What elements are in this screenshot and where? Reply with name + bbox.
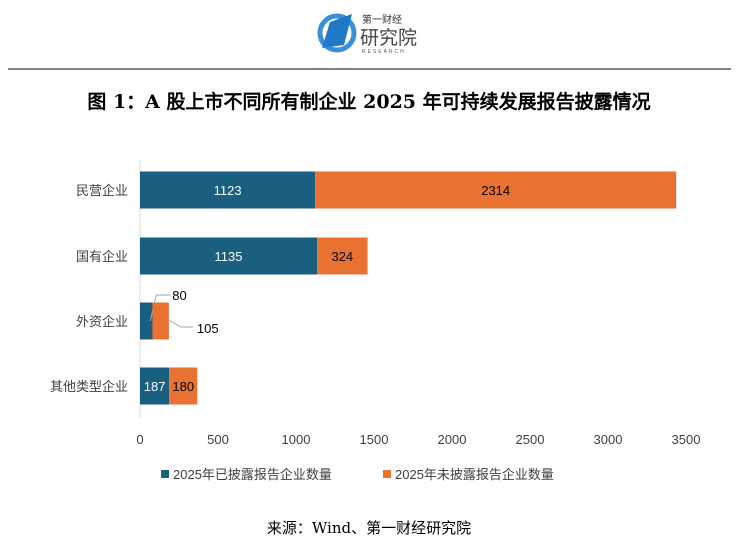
category-label: 国有企业 xyxy=(76,249,128,264)
source-note: 来源：Wind、第一财经研究院 xyxy=(267,519,471,537)
data-label: 324 xyxy=(331,249,353,264)
category-label: 外资企业 xyxy=(76,314,128,329)
x-tick-label: 1500 xyxy=(360,432,389,447)
bar-disclosed xyxy=(140,367,170,405)
legend-swatch-disclosed xyxy=(161,470,169,478)
logo-ring xyxy=(317,13,357,53)
bar-disclosed xyxy=(140,171,316,209)
leader-line xyxy=(166,318,193,328)
bar-disclosed xyxy=(140,237,318,275)
logo-text-main: 研究院 xyxy=(360,27,417,49)
x-tick-label: 3500 xyxy=(672,432,701,447)
leader-line xyxy=(149,294,171,322)
x-tick-label: 2500 xyxy=(516,432,545,447)
data-label: 1123 xyxy=(214,183,242,198)
data-label: 80 xyxy=(172,288,186,303)
legend-swatch-undisclosed xyxy=(383,470,391,478)
legend: 2025年已披露报告企业数量 2025年未披露报告企业数量 xyxy=(161,467,554,482)
bar-undisclosed xyxy=(169,367,198,405)
data-label: 187 xyxy=(144,379,166,394)
logo-mark xyxy=(322,14,352,48)
legend-label-disclosed: 2025年已披露报告企业数量 xyxy=(173,467,332,482)
bar-undisclosed xyxy=(152,302,169,340)
legend-label-undisclosed: 2025年未披露报告企业数量 xyxy=(395,467,554,482)
x-tick-label: 2000 xyxy=(438,432,467,447)
category-label: 其他类型企业 xyxy=(50,379,128,394)
data-label: 105 xyxy=(197,321,219,336)
x-tick-label: 1000 xyxy=(282,432,311,447)
x-tick-label: 3000 xyxy=(594,432,623,447)
x-tick-label: 500 xyxy=(207,432,229,447)
chart-title: 图 1：A 股上市不同所有制企业 2025 年可持续发展报告披露情况 xyxy=(87,90,650,113)
data-label: 1135 xyxy=(215,249,243,264)
x-tick-label: 0 xyxy=(136,432,143,447)
logo-text-sub: RESEARCH xyxy=(362,49,406,55)
bar-undisclosed xyxy=(315,171,677,209)
data-label: 2314 xyxy=(481,183,510,198)
data-label: 180 xyxy=(172,379,194,394)
logo-text-top: 第一财经 xyxy=(362,13,402,26)
category-label: 民营企业 xyxy=(76,183,128,198)
logo: 第一财经 研究院 RESEARCH xyxy=(317,13,417,55)
bar-disclosed xyxy=(140,302,153,340)
bar-undisclosed xyxy=(317,237,368,275)
